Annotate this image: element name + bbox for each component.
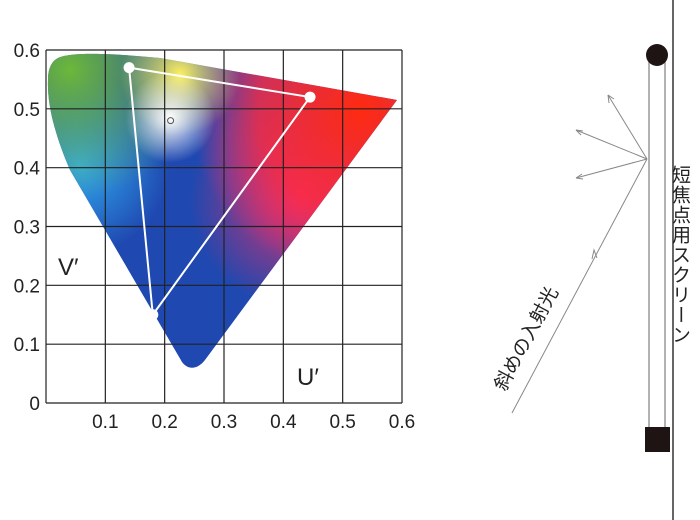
y-tick-label: 0.6 xyxy=(14,41,40,62)
incident-light-label: 斜めの入射光 xyxy=(490,283,563,394)
x-axis-label: U′ xyxy=(297,364,319,391)
screen-label: 短焦点用スクリーン xyxy=(669,165,691,345)
incident-arrow-icon xyxy=(591,248,598,260)
incident-ray xyxy=(511,158,648,414)
y-tick-label: 0.5 xyxy=(14,100,40,121)
arrowhead-icon xyxy=(575,129,584,136)
x-tick-label: 0.5 xyxy=(329,412,355,433)
screen-top-roller xyxy=(646,44,668,66)
x-tick-label: 0.1 xyxy=(92,412,118,433)
y-tick-label: 0.4 xyxy=(14,159,41,180)
reflected-ray xyxy=(607,94,648,160)
chart-grid xyxy=(45,49,403,404)
y-tick-label: 0.3 xyxy=(14,218,40,239)
reflected-ray xyxy=(575,129,648,160)
reflected-ray xyxy=(575,158,648,179)
white-point-marker xyxy=(167,117,175,125)
y-tick-label: 0.1 xyxy=(14,335,40,356)
x-tick-label: 0.4 xyxy=(270,412,297,433)
x-tick-label: 0.6 xyxy=(389,412,415,433)
x-tick-label: 0.2 xyxy=(151,412,177,433)
y-tick-label: 0.2 xyxy=(14,276,40,297)
gamut-triangle xyxy=(123,62,316,321)
primary-point xyxy=(304,91,316,103)
primary-point xyxy=(123,62,135,74)
light-rays xyxy=(511,94,648,414)
primary-point xyxy=(147,309,159,321)
arrowhead-icon xyxy=(575,173,584,180)
arrowhead-icon xyxy=(607,94,615,104)
chromaticity-gamut xyxy=(47,53,397,368)
x-tick-label: 0.3 xyxy=(211,412,237,433)
screen-bottom-weight xyxy=(645,427,670,452)
triangle-outline xyxy=(127,66,312,318)
y-tick-label: 0 xyxy=(29,394,40,415)
y-axis-label: V′ xyxy=(58,254,79,281)
